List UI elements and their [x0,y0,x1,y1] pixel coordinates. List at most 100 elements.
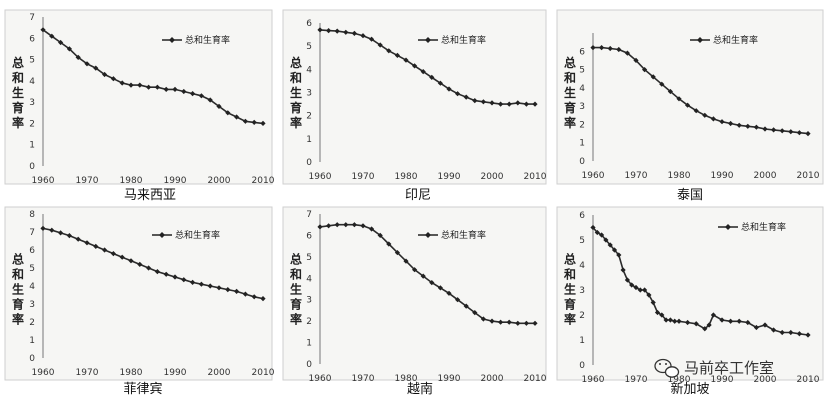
data-point [616,46,622,53]
y-tick-label: 8 [29,210,35,220]
data-point [403,57,409,63]
panel-background [282,9,547,185]
data-point [146,265,152,271]
data-point [753,124,759,130]
y-tick-label: 1 [306,135,312,145]
x-tick-label: 1960 [309,172,332,182]
data-point [84,61,90,67]
data-point [706,322,712,328]
x-tick-label: 1970 [76,176,99,186]
data-point [663,317,669,323]
y-tick-label: 5 [29,56,35,66]
watermark: 马前卒工作室 [654,358,774,378]
data-point [719,317,725,323]
x-tick-label: 1970 [625,171,648,181]
y-tick-label: 6 [29,246,35,256]
data-point [463,303,469,309]
data-point [616,252,622,258]
x-tick-label: 2000 [481,172,504,182]
data-point [154,84,160,90]
data-point [163,271,169,277]
y-tick-label: 2 [29,318,35,328]
data-point [251,119,257,125]
data-point [676,96,682,102]
y-tick-label: 3 [306,89,312,99]
y-tick-label: 2 [579,311,585,321]
y-tick-label: 5 [579,236,585,246]
watermark-text: 马前卒工作室 [684,359,774,377]
y-tick-label: 0 [29,162,35,172]
data-point [498,101,504,107]
data-point [629,282,635,288]
data-point [234,288,240,294]
data-point [702,112,708,118]
data-point [672,318,678,324]
country-label: 印尼 [405,188,431,203]
x-tick-label: 1970 [76,368,99,378]
data-point [472,310,478,316]
y-tick-label: 4 [579,261,585,271]
data-point [420,273,426,279]
data-point [498,319,504,325]
data-point [728,120,734,127]
data-point [66,233,72,239]
data-point [762,322,768,328]
data-point [326,223,332,229]
y-tick-label: 7 [29,228,35,238]
data-point [455,91,461,97]
data-point [225,287,231,293]
x-tick-label: 1960 [309,374,332,384]
data-point [523,320,529,326]
data-point [646,292,652,298]
data-point [386,48,392,54]
data-point [685,319,691,326]
legend-label: 总和生育率 [741,221,786,233]
legend-label: 总和生育率 [441,229,486,241]
legend: 总和生育率 [418,34,486,46]
y-tick-label: 1 [29,336,35,346]
data-point [642,287,648,293]
data-point [771,327,777,333]
data-point [181,88,187,95]
data-point [523,101,529,107]
data-point [351,222,357,228]
data-point [137,82,143,88]
data-point [49,33,55,39]
data-point [489,100,495,106]
data-point [437,285,443,291]
data-point [693,108,699,114]
data-point [207,283,213,289]
y-tick-label: 6 [29,34,35,44]
y-tick-label: 6 [579,211,585,221]
y-tick-label: 3 [29,98,35,108]
data-point [659,81,665,87]
data-point [719,119,725,125]
data-point [128,82,134,88]
legend-label: 总和生育率 [175,229,220,241]
data-point [667,317,673,323]
y-tick-label: 1 [29,141,35,151]
data-point [796,130,802,136]
y-tick-label: 0 [579,361,585,371]
y-tick-label: 6 [306,19,312,29]
y-tick-label: 5 [29,264,35,274]
data-point [728,318,734,324]
y-tick-label: 0 [306,360,312,370]
data-point [599,232,605,238]
data-point [119,254,125,260]
y-tick-label: 3 [579,286,585,296]
x-tick-label: 2000 [754,171,777,181]
data-point [369,226,375,232]
data-point [633,57,639,63]
data-point [480,316,486,322]
data-point [736,122,742,128]
data-point [207,97,213,103]
data-point [429,74,435,80]
panel-background [556,9,824,185]
y-tick-label: 3 [579,102,585,112]
data-point [137,261,143,267]
data-point [685,102,691,108]
